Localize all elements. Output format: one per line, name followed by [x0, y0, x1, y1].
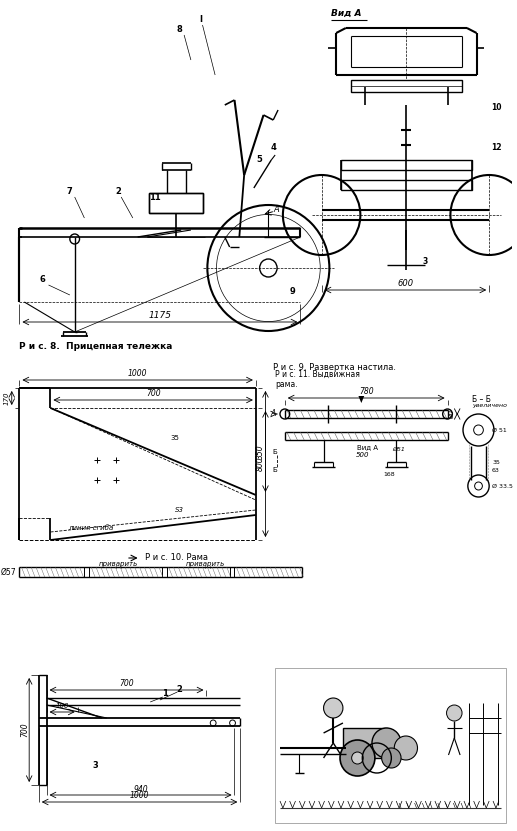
Text: 600: 600 [398, 278, 414, 288]
Text: приварить: приварить [186, 561, 225, 567]
Text: линия сгиба: линия сгиба [68, 525, 113, 531]
Text: 940: 940 [133, 784, 148, 794]
Circle shape [447, 705, 462, 721]
Text: 1: 1 [162, 690, 168, 699]
Text: Ø 51: Ø 51 [492, 427, 507, 432]
Text: 11: 11 [149, 194, 161, 203]
Text: Б: Б [273, 449, 278, 455]
Text: 9: 9 [290, 288, 295, 297]
Text: 4: 4 [270, 144, 276, 153]
Text: 700: 700 [119, 680, 134, 689]
Text: Ø51: Ø51 [393, 446, 405, 451]
Text: 8: 8 [176, 26, 182, 35]
Circle shape [324, 698, 343, 718]
Text: 63: 63 [492, 469, 500, 474]
Text: Ø57: Ø57 [1, 568, 17, 577]
Text: Ø 33.5: Ø 33.5 [492, 484, 513, 489]
Text: I: I [199, 16, 202, 24]
Text: S3: S3 [175, 507, 184, 513]
Circle shape [382, 748, 401, 768]
Bar [341, 160, 472, 170]
Text: Б: Б [273, 467, 278, 473]
Text: 780: 780 [359, 387, 373, 396]
Text: Вид А: Вид А [331, 8, 362, 17]
Text: 700: 700 [20, 723, 29, 737]
Text: A: A [270, 410, 276, 419]
Text: A: A [273, 205, 279, 214]
Text: 7: 7 [67, 188, 73, 196]
Circle shape [372, 728, 401, 758]
Bar [341, 180, 472, 190]
Text: 5: 5 [257, 155, 263, 165]
Text: Вид А: Вид А [357, 444, 377, 450]
Circle shape [394, 736, 418, 760]
Text: 35: 35 [170, 435, 179, 441]
Bar [275, 668, 506, 823]
Text: приварить: приварить [99, 561, 138, 567]
Text: 1000: 1000 [128, 368, 147, 377]
Text: 2: 2 [176, 685, 182, 694]
Text: 3: 3 [92, 761, 98, 770]
Text: 1000: 1000 [130, 791, 149, 800]
Text: 100: 100 [55, 703, 69, 709]
Text: увеличено: увеличено [472, 404, 507, 409]
Text: Р и с. 10. Рама: Р и с. 10. Рама [145, 553, 208, 563]
Circle shape [352, 752, 363, 764]
Text: Б – Б: Б – Б [472, 396, 491, 405]
Text: 700: 700 [146, 390, 160, 399]
Text: 2: 2 [115, 188, 121, 196]
Text: 1175: 1175 [148, 311, 172, 319]
Bar [351, 80, 462, 92]
Text: 170: 170 [4, 391, 10, 405]
Bar [343, 728, 387, 758]
Text: Р и с. 11. Выдвижная
рама.: Р и с. 11. Выдвижная рама. [275, 370, 360, 390]
Text: 350: 350 [256, 445, 265, 459]
Text: 12: 12 [492, 144, 502, 153]
Text: 6: 6 [40, 276, 45, 284]
Text: 3: 3 [422, 258, 428, 267]
Circle shape [340, 740, 375, 776]
Text: 800: 800 [256, 457, 265, 471]
Bar [149, 193, 204, 213]
Text: 80: 80 [448, 410, 454, 419]
Text: Р и с. 9. Развертка настила.: Р и с. 9. Развертка настила. [273, 362, 396, 371]
Text: 10: 10 [492, 104, 502, 112]
Text: 168: 168 [384, 471, 395, 476]
Text: 500: 500 [356, 452, 369, 458]
Polygon shape [358, 396, 364, 403]
Text: 35: 35 [492, 460, 500, 465]
Text: Р и с. 8.  Прицепная тележка: Р и с. 8. Прицепная тележка [20, 342, 173, 351]
